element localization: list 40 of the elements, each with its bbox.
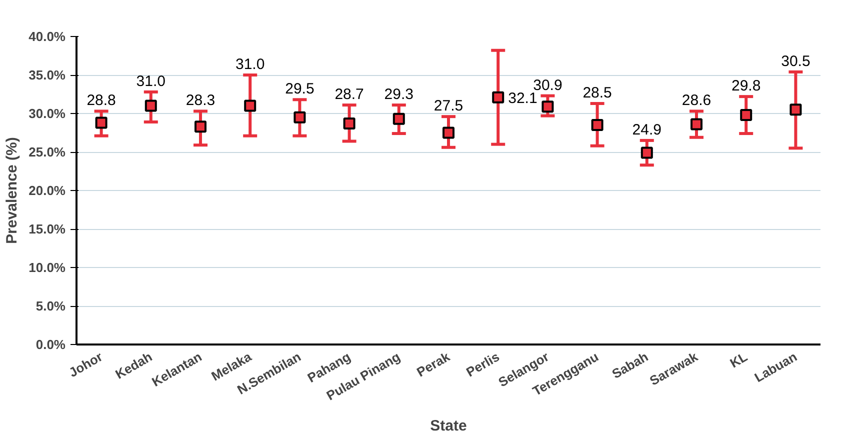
data-label: 29.8 — [732, 78, 761, 95]
x-axis-title: State — [430, 418, 467, 435]
data-label: 28.5 — [582, 84, 612, 102]
point — [740, 109, 752, 122]
y-tick-label: 0.0% — [36, 337, 66, 352]
point — [492, 91, 504, 104]
point — [194, 120, 206, 133]
y-tick-label: 40.0% — [28, 29, 66, 44]
point — [591, 119, 604, 132]
y-tick-label: 25.0% — [28, 144, 66, 160]
point — [144, 100, 157, 112]
data-label: 28.3 — [186, 92, 216, 110]
data-label: 30.5 — [781, 52, 810, 70]
point — [790, 104, 802, 116]
data-label: 28.8 — [86, 92, 116, 110]
point — [95, 116, 108, 129]
data-label: 29.3 — [384, 86, 414, 104]
y-tick-label: 5.0% — [36, 298, 66, 314]
data-label: 27.5 — [434, 98, 464, 115]
data-label: 31.0 — [136, 72, 166, 90]
point — [442, 126, 454, 139]
y-tick-label: 15.0% — [28, 222, 66, 236]
point — [244, 100, 256, 112]
y-tick-label: 35.0% — [28, 68, 66, 82]
point — [392, 112, 405, 125]
data-label: 28.6 — [682, 92, 712, 110]
y-tick-label: 20.0% — [28, 183, 66, 198]
point — [640, 146, 653, 159]
data-label: 31.0 — [236, 56, 265, 73]
y-tick-label: 10.0% — [28, 260, 66, 275]
data-label: 29.5 — [285, 80, 314, 98]
x-tick-label: KL — [727, 348, 750, 371]
data-label: 28.7 — [334, 86, 364, 104]
y-axis-title: Prevalence (%) — [4, 137, 21, 244]
point — [294, 111, 306, 124]
point — [690, 118, 702, 130]
y-tick-label: 30.0% — [28, 106, 66, 121]
point — [542, 100, 554, 113]
point — [343, 118, 356, 130]
data-label: 24.9 — [632, 121, 662, 138]
